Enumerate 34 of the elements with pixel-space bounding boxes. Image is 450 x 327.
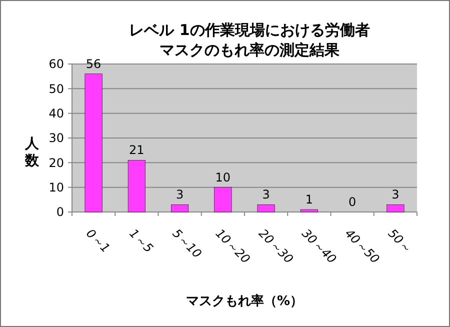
- y-tick-label: 60: [48, 57, 64, 72]
- chart-subtitle: マスクのもれ率の測定結果: [160, 41, 340, 59]
- bar: [386, 204, 404, 212]
- y-tick-label: 20: [48, 156, 64, 170]
- data-label: 0: [348, 195, 356, 209]
- bar: [171, 204, 189, 212]
- data-label: 1: [305, 192, 314, 207]
- bar: [84, 74, 102, 212]
- y-tick-label: 10: [48, 180, 64, 195]
- x-tick-label: 1～5: [126, 226, 156, 256]
- x-tick-label: 30～40: [299, 226, 340, 266]
- y-axis-title: 人数: [24, 136, 40, 169]
- y-tick-label: 30: [48, 131, 64, 146]
- data-label: 3: [262, 188, 270, 202]
- x-tick-label: 40～50: [342, 226, 382, 266]
- data-label: 3: [392, 188, 400, 202]
- x-tick-label: 20～30: [256, 226, 296, 266]
- y-tick-label: 50: [48, 82, 64, 96]
- data-label: 21: [129, 143, 144, 158]
- x-tick-label: 0～1: [83, 226, 113, 256]
- y-tick-label: 40: [48, 106, 64, 121]
- bar: [300, 209, 318, 212]
- x-tick-label: 5～10: [170, 226, 205, 262]
- x-tick-label: 10～20: [212, 226, 254, 266]
- data-label: 56: [86, 56, 102, 71]
- x-tick-label: 50～: [385, 226, 415, 256]
- y-tick-label: 0: [56, 205, 64, 220]
- data-label: 10: [215, 170, 231, 184]
- bar: [257, 204, 275, 212]
- bar: [214, 187, 232, 212]
- x-axis-title: マスクもれ率（%）: [186, 293, 304, 309]
- chart-title: レベル 1の作業現場における労働者: [129, 21, 370, 39]
- data-label: 3: [176, 188, 184, 202]
- bar: [128, 160, 146, 212]
